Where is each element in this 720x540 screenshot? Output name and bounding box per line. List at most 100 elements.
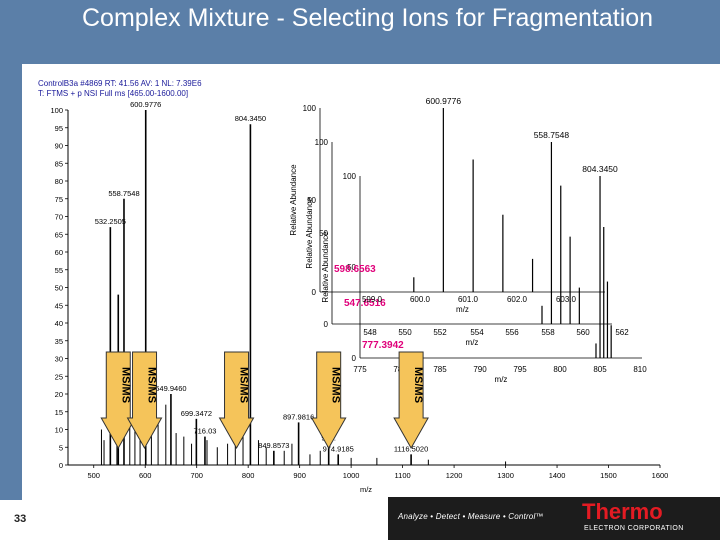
spectrum-figure: ControlB3a #4869 RT: 41.56 AV: 1 NL: 7.3…: [38, 79, 668, 494]
inset-x-tick-label: 785: [433, 365, 447, 374]
y-tick-label: 95: [55, 124, 63, 133]
y-tick-label: 15: [55, 408, 63, 417]
y-tick-label: 90: [55, 142, 63, 151]
x-tick-label: 700: [190, 471, 203, 480]
peak-label: 804.3450: [235, 114, 266, 123]
inset-x-tick-label: 601.0: [458, 295, 479, 304]
inset-y-tick-label: 100: [303, 104, 317, 113]
msms-arrow-label: MS/MS: [330, 367, 342, 403]
y-tick-label: 5: [59, 443, 63, 452]
peak-label: 532.2505: [95, 217, 126, 226]
inset-y-tick-label: 0: [312, 288, 317, 297]
peak-label: 849.8573: [258, 441, 289, 450]
title-band: [0, 0, 720, 64]
inset-peak-label: 558.7548: [534, 130, 570, 140]
inset-x-tick-label: 603.0: [556, 295, 577, 304]
y-tick-label: 40: [55, 319, 63, 328]
x-tick-label: 1500: [600, 471, 617, 480]
x-tick-label: 1400: [549, 471, 566, 480]
inset-x-tick-label: 562: [615, 328, 629, 337]
y-tick-label: 100: [50, 106, 63, 115]
inset-y-tick-label: 100: [315, 138, 329, 147]
inset-annotation: 777.3942: [362, 340, 404, 351]
left-accent-band: [0, 0, 22, 500]
inset-peak-label: 600.9776: [426, 96, 462, 106]
inset-x-tick-label: 790: [473, 365, 487, 374]
msms-arrow-label: MS/MS: [146, 367, 158, 403]
scan-header-line1: ControlB3a #4869 RT: 41.56 AV: 1 NL: 7.3…: [38, 79, 202, 88]
y-tick-label: 25: [55, 372, 63, 381]
brand-logo: Thermo: [582, 499, 663, 524]
inset-x-tick-label: 810: [633, 365, 647, 374]
y-tick-label: 10: [55, 426, 63, 435]
inset-peak-label: 804.3450: [582, 164, 618, 174]
inset-y-axis-title: Relative Abundance: [321, 231, 330, 303]
inset-y-axis-title: Relative Abundance: [289, 164, 298, 236]
inset-x-tick-label: 775: [353, 365, 367, 374]
y-tick-label: 75: [55, 195, 63, 204]
msms-arrow: [100, 351, 137, 450]
inset-x-tick-label: 560: [576, 328, 590, 337]
y-tick-label: 20: [55, 390, 63, 399]
inset-x-axis-title: m/z: [466, 338, 479, 347]
x-tick-label: 1000: [343, 471, 360, 480]
y-tick-label: 50: [55, 284, 63, 293]
inset-annotation: 547.6516: [344, 298, 386, 309]
inset-x-axis-title: m/z: [456, 305, 469, 314]
msms-arrow-label: MS/MS: [119, 367, 131, 403]
y-tick-label: 55: [55, 266, 63, 275]
y-tick-label: 80: [55, 177, 63, 186]
inset-y-tick-label: 50: [347, 263, 356, 272]
inset-x-tick-label: 552: [433, 328, 447, 337]
inset-y-tick-label: 100: [343, 172, 357, 181]
msms-arrow: [126, 351, 163, 450]
y-tick-label: 30: [55, 355, 63, 364]
x-tick-label: 500: [87, 471, 100, 480]
msms-arrow: [393, 351, 429, 450]
inset-y-tick-label: 0: [324, 320, 329, 329]
y-tick-label: 85: [55, 159, 63, 168]
y-tick-label: 35: [55, 337, 63, 346]
inset-x-tick-label: 602.0: [507, 295, 528, 304]
inset-x-tick-label: 550: [398, 328, 412, 337]
msms-arrow: [218, 351, 255, 450]
x-tick-label: 1100: [395, 471, 411, 480]
msms-arrow: [310, 351, 347, 450]
inset-y-axis-title: Relative Abundance: [305, 197, 314, 269]
x-tick-label: 1300: [497, 471, 514, 480]
peak-label: 649.9460: [155, 384, 186, 393]
x-axis-title: m/z: [360, 485, 372, 494]
msms-arrow-label: MS/MS: [412, 367, 424, 403]
inset-x-axis-title: m/z: [495, 375, 508, 384]
y-tick-label: 65: [55, 230, 63, 239]
inset-x-tick-label: 554: [470, 328, 484, 337]
peak-label: 974.9185: [323, 444, 354, 453]
x-tick-label: 800: [242, 471, 255, 480]
footer-brand-band: [388, 497, 720, 540]
inset-spectrum-547: 0 50 100 548 550 552 554 556 558 560 562 m/z Relativ…: [305, 130, 629, 347]
inset-y-tick-label: 50: [307, 196, 316, 205]
slide-title: Complex Mixture - Selecting Ions for Fra…: [82, 4, 654, 32]
y-tick-label: 60: [55, 248, 63, 257]
peak-label: 897.9816: [283, 412, 314, 421]
inset-spectrum-598: 0 50 100 599.0 600.0 601.0 602.0 603.0 m/z Relati…: [289, 96, 605, 314]
x-tick-label: 900: [293, 471, 306, 480]
msms-arrows: MS/MS MS/MS MS/MS MS/MS MS/MS: [100, 351, 429, 450]
inset-x-tick-label: 556: [505, 328, 519, 337]
inset-x-tick-label: 599.0: [362, 295, 383, 304]
msms-arrow-label: MS/MS: [238, 367, 250, 403]
footer-slogan: Analyze • Detect • Measure • Control™: [398, 512, 544, 521]
inset-y-tick-label: 0: [352, 354, 357, 363]
inset-annotation: 598.6563: [334, 264, 376, 275]
y-tick-label: 70: [55, 213, 63, 222]
brand-subtitle: ELECTRON CORPORATION: [584, 525, 684, 532]
peak-label: 716.03: [193, 427, 216, 436]
inset-x-tick-label: 600.0: [410, 295, 431, 304]
peak-label: 558.7548: [108, 189, 139, 198]
x-tick-label: 1200: [446, 471, 463, 480]
inset-x-tick-label: 805: [593, 365, 607, 374]
scan-header-line2: T: FTMS + p NSI Full ms [465.00-1600.00]: [38, 89, 188, 98]
inset-x-tick-label: 795: [513, 365, 527, 374]
y-tick-label: 45: [55, 301, 63, 310]
inset-x-tick-label: 800: [553, 365, 567, 374]
